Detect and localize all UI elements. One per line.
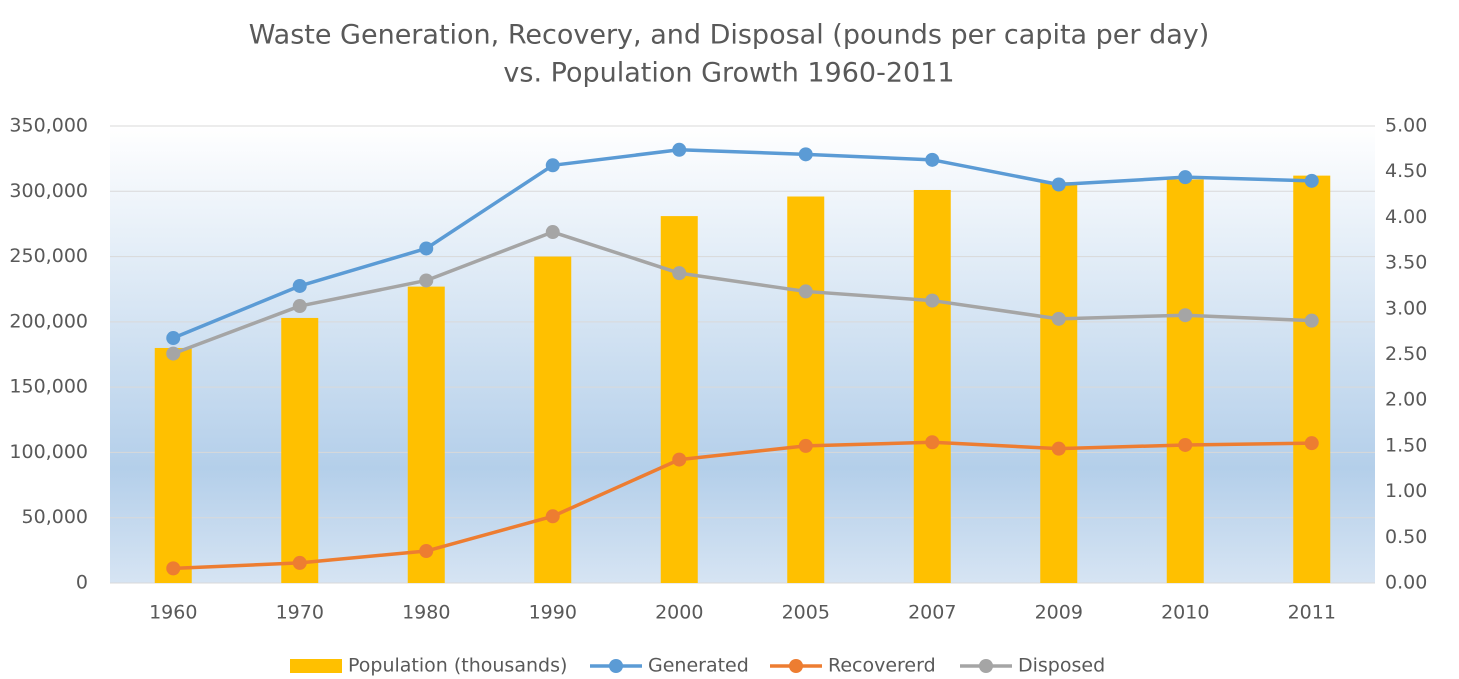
y2-tick-label: 0.00 [1385,572,1427,594]
point [672,266,687,281]
plot-background [110,126,1375,583]
legend-swatch [290,659,342,673]
point [1304,436,1319,451]
legend-label: Disposed [1018,655,1105,677]
x-tick-label: 2005 [782,602,830,624]
bar [281,317,319,583]
bar [1293,175,1331,584]
y2-tick-label: 2.50 [1385,343,1427,365]
legend-label: Recovererd [828,655,936,677]
point [925,293,940,308]
y-tick-label: 350,000 [9,115,88,137]
chart-title: vs. Population Growth 1960-2011 [503,58,954,89]
y-tick-label: 150,000 [9,376,88,398]
point [419,241,434,256]
point [166,331,181,346]
point [1178,437,1193,452]
point [1304,173,1319,188]
legend-label: Generated [648,655,749,677]
x-tick-label: 1960 [149,602,197,624]
point [798,438,813,453]
point [292,278,307,293]
point [419,273,434,288]
point [292,299,307,314]
point [166,346,181,361]
y2-tick-label: 1.50 [1385,434,1427,456]
point [166,561,181,576]
x-tick-label: 2000 [655,602,703,624]
y-tick-label: 0 [76,572,88,594]
bar [913,189,951,584]
y2-tick-label: 4.00 [1385,206,1427,228]
x-tick-label: 1980 [402,602,450,624]
point [545,225,560,240]
y-tick-label: 200,000 [9,310,88,332]
point [292,555,307,570]
y-tick-label: 300,000 [9,180,88,202]
y-tick-label: 50,000 [22,506,88,528]
line [172,148,1312,340]
bar [407,286,445,583]
y2-tick-label: 0.50 [1385,526,1427,548]
legend-label: Population (thousands) [348,655,567,677]
y2-tick-label: 2.00 [1385,389,1427,411]
x-tick-label: 2010 [1161,602,1209,624]
point [419,544,434,559]
point [798,147,813,162]
point [925,152,940,167]
point [545,509,560,524]
line [173,440,1312,571]
y2-tick-label: 4.50 [1385,160,1427,182]
point [672,142,687,157]
x-tick-label: 2009 [1035,602,1083,624]
point [1304,313,1319,328]
point [798,284,813,299]
point [1051,311,1066,326]
x-tick-label: 1970 [276,602,324,624]
y2-tick-label: 1.00 [1385,480,1427,502]
point [925,435,940,450]
x-tick-label: 2007 [908,602,956,624]
point [1178,170,1193,185]
point [1051,177,1066,192]
bar [534,256,572,583]
legend-swatch [789,659,803,673]
legend-swatch [979,659,993,673]
legend-swatch [609,659,623,673]
x-tick-label: 2011 [1288,602,1336,624]
y2-tick-label: 3.50 [1385,252,1427,274]
bar [1166,179,1204,583]
point [672,452,687,467]
y-tick-label: 250,000 [9,245,88,267]
point [1178,308,1193,323]
line [172,230,1312,356]
chart-title: Waste Generation, Recovery, and Disposal… [249,20,1210,51]
point [545,158,560,173]
y-tick-label: 100,000 [9,441,88,463]
bar [787,196,825,583]
y2-tick-label: 5.00 [1385,115,1427,137]
x-tick-label: 1990 [529,602,577,624]
bar [154,347,192,583]
point [1051,441,1066,456]
bar [1040,182,1078,583]
y2-tick-label: 3.00 [1385,297,1427,319]
